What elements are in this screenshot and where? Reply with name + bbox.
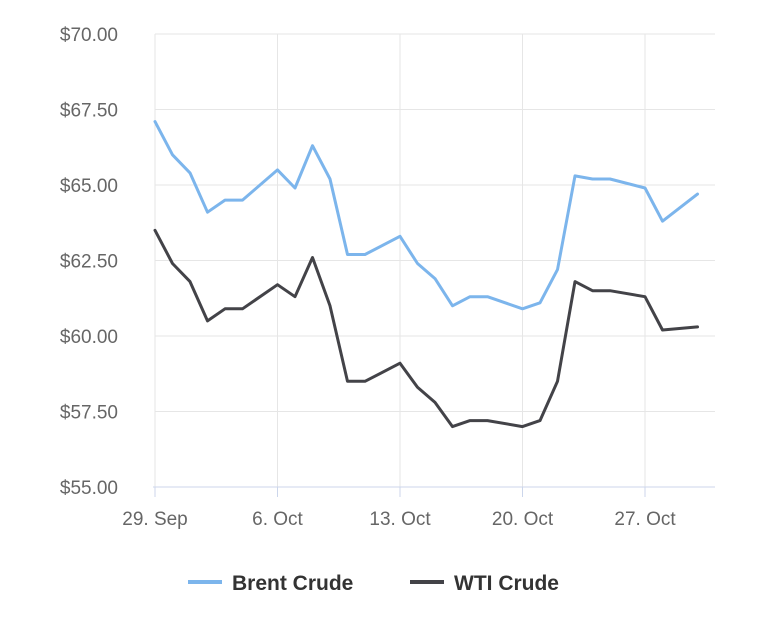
y-tick-label: $70.00 [60,25,118,46]
legend-label: Brent Crude [232,572,353,595]
y-tick-label: $55.00 [60,478,118,499]
x-tick-label: 29. Sep [122,509,188,530]
x-axis: 29. Sep 6. Oct 13. Oct 20. Oct 27. Oct [122,486,715,530]
series-line-wti-crude[interactable] [153,228,699,429]
y-tick-label: $65.00 [60,176,118,197]
series-lines [153,120,699,429]
y-tick-label: $62.50 [60,252,118,273]
legend[interactable]: Brent Crude WTI Crude [188,572,559,595]
x-tick-label: 27. Oct [614,509,676,530]
legend-label: WTI Crude [454,572,559,595]
y-tick-label: $67.50 [60,101,118,122]
y-axis: $55.00 $57.50 $60.00 $62.50 $65.00 $67.50 $70.… [60,25,118,499]
y-tick-label: $57.50 [60,403,118,424]
grid [154,33,715,488]
x-tick-label: 6. Oct [252,509,303,530]
series-line-brent-crude[interactable] [153,120,699,311]
x-tick-label: 13. Oct [369,509,431,530]
legend-item-wti-crude[interactable]: WTI Crude [410,572,559,595]
y-tick-label: $60.00 [60,327,118,348]
x-tick-label: 20. Oct [492,509,554,530]
legend-item-brent-crude[interactable]: Brent Crude [188,572,353,595]
